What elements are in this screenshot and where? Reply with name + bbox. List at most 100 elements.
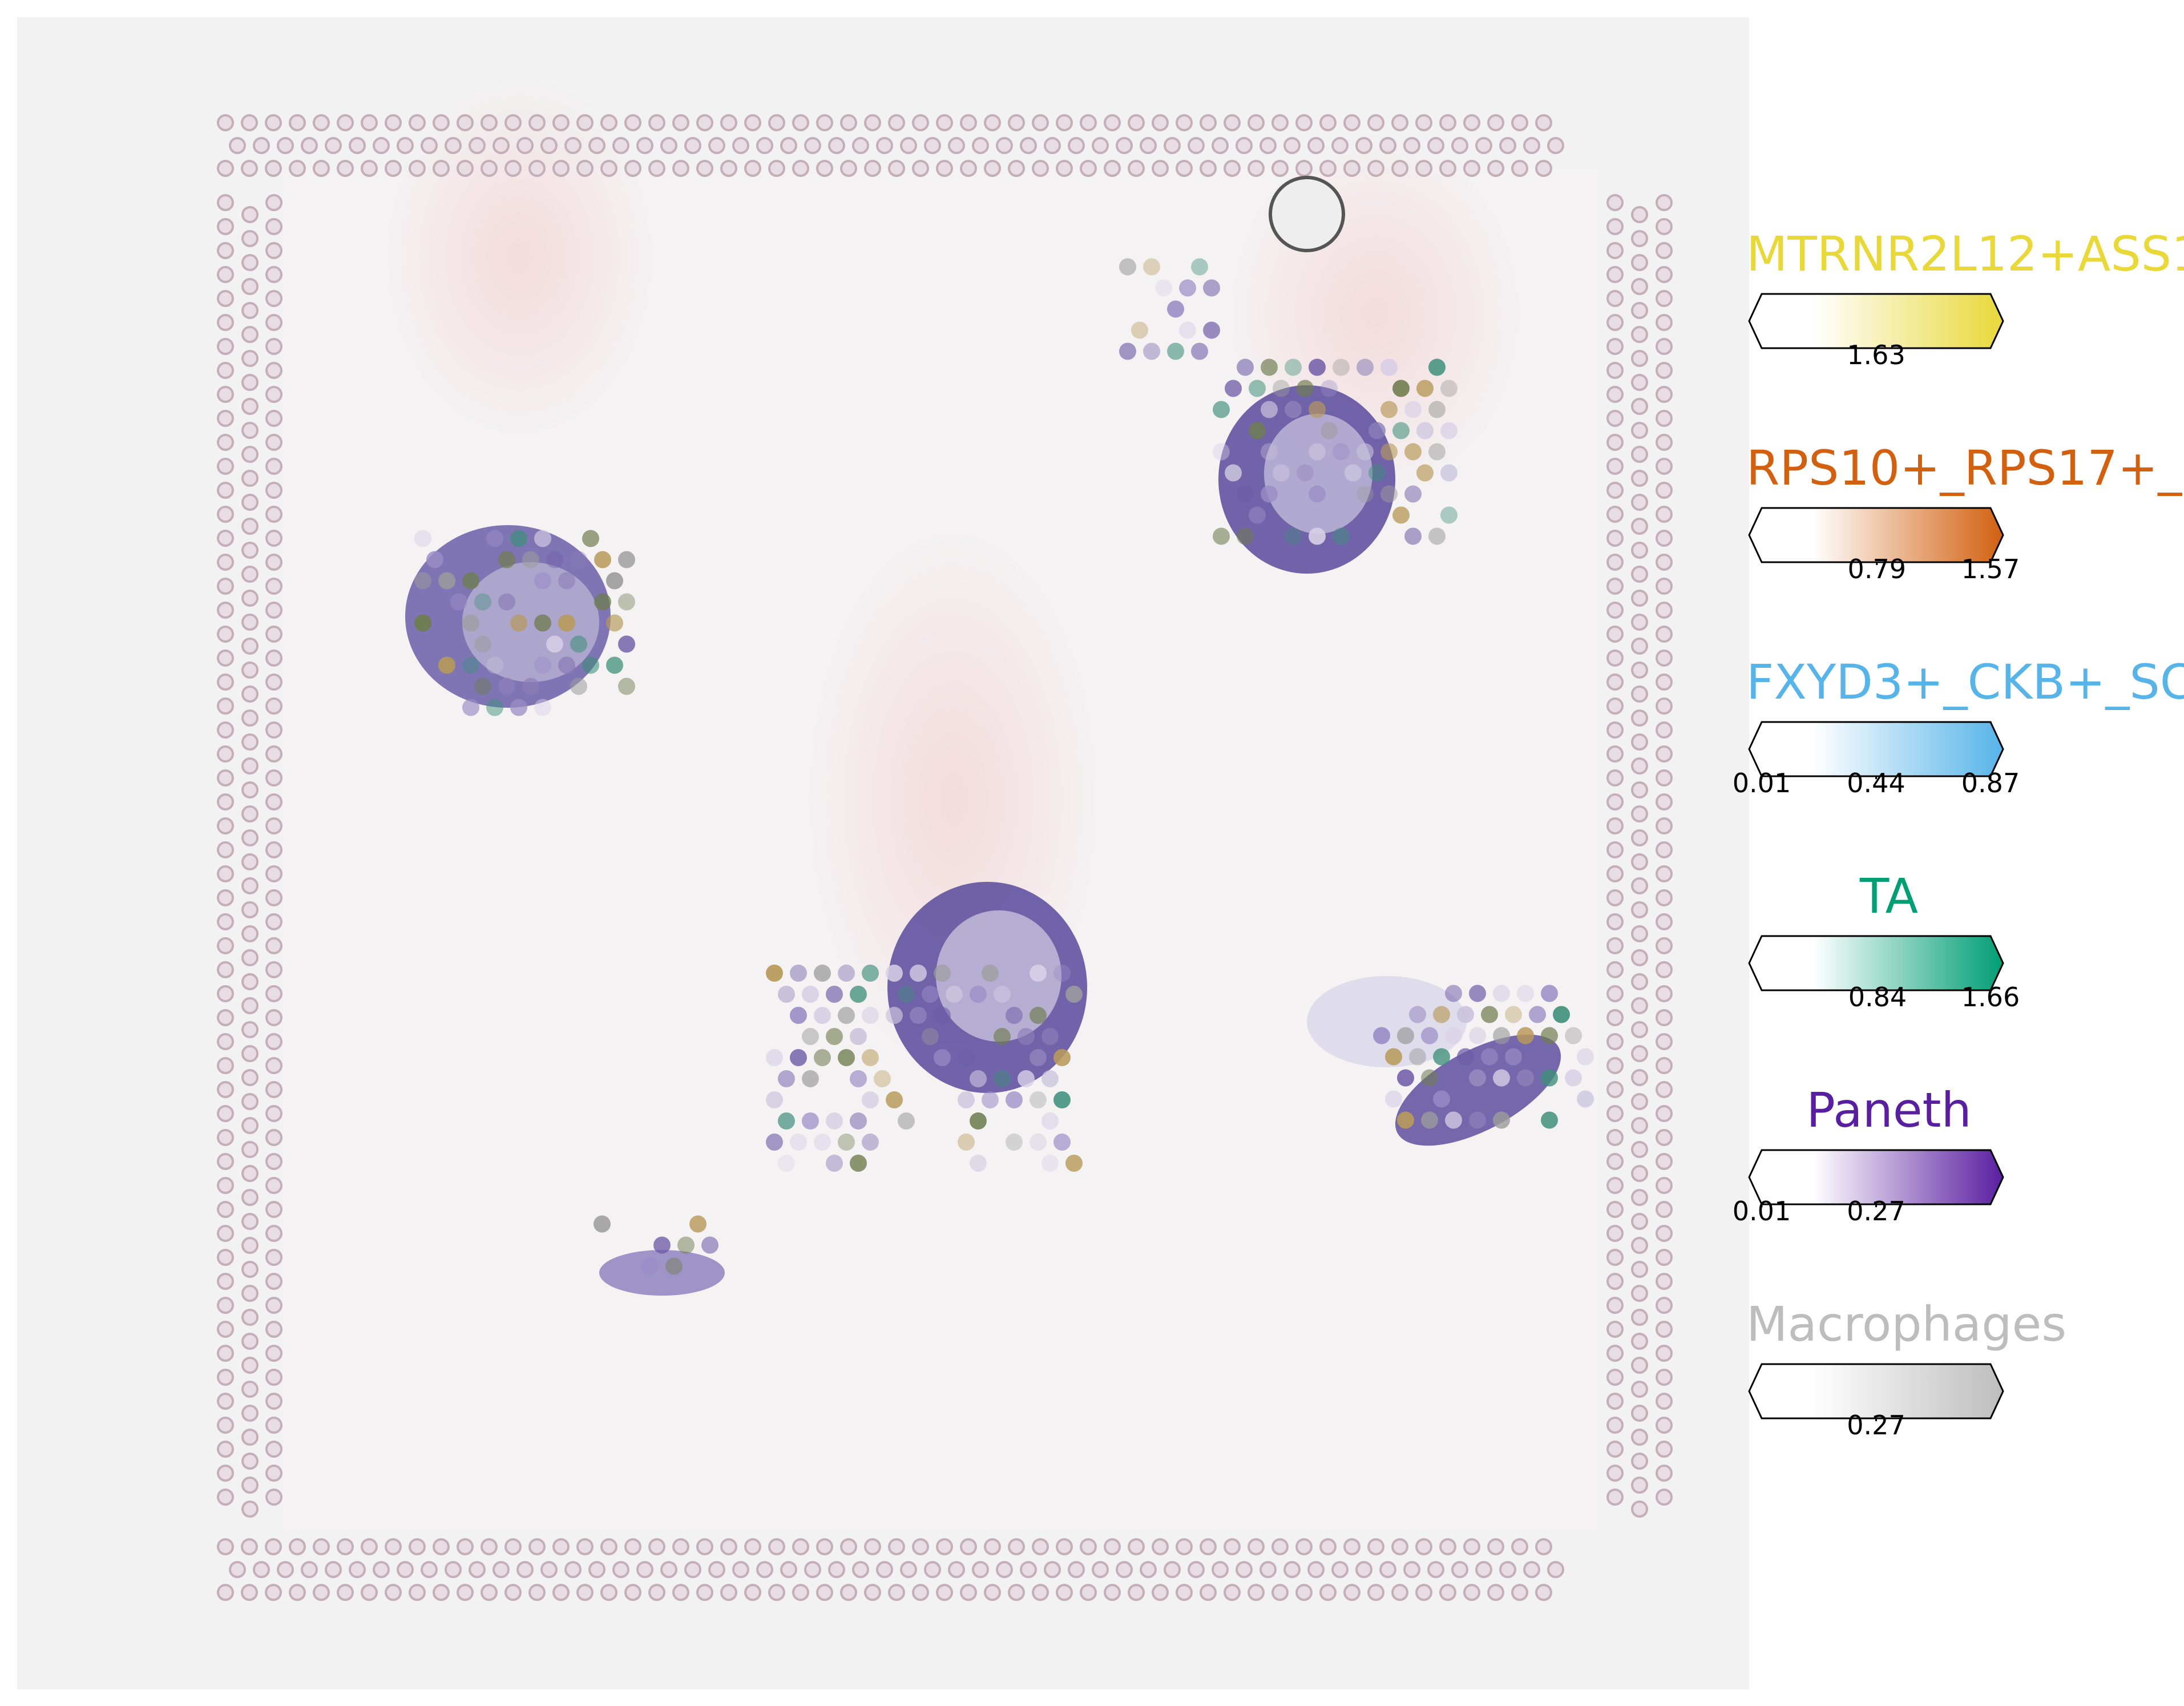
fiducial-spot: [696, 160, 713, 177]
fiducial-spot: [1439, 1538, 1456, 1555]
fiducial-spot: [1656, 745, 1673, 763]
fiducial-spot: [1259, 1561, 1277, 1578]
expression-spot: [534, 699, 551, 716]
expression-spot: [934, 965, 951, 982]
fiducial-spot: [1152, 1584, 1169, 1601]
fiducial-spot: [660, 137, 677, 154]
colorbar-gradient: [1748, 1363, 2004, 1421]
fiducial-spot: [1631, 685, 1648, 703]
fiducial-spot: [672, 114, 689, 131]
fiducial-spot: [1656, 1345, 1673, 1362]
expression-spot: [1213, 527, 1230, 545]
expression-spot: [1397, 1111, 1414, 1129]
fiducial-spot: [265, 602, 282, 619]
expression-spot: [1380, 401, 1398, 418]
fiducial-spot: [217, 697, 234, 715]
fiducial-spot: [972, 1561, 989, 1578]
fiducial-spot: [1080, 160, 1097, 177]
fiducial-spot: [241, 805, 259, 822]
fiducial-spot: [217, 889, 234, 906]
expression-spot: [606, 572, 623, 590]
fiducial-spot: [241, 1538, 258, 1555]
expression-spot: [1428, 443, 1446, 461]
expression-spot: [1541, 985, 1558, 1002]
fiducial-spot: [1606, 961, 1624, 978]
fiducial-spot: [265, 697, 282, 715]
fiducial-spot: [1631, 326, 1648, 343]
fiducial-spot: [1248, 160, 1265, 177]
fiducial-spot: [684, 1561, 701, 1578]
expression-spot: [1380, 358, 1398, 376]
fiducial-spot: [337, 114, 354, 131]
fiducial-spot: [217, 1105, 234, 1122]
expression-spot: [594, 551, 611, 568]
fiducial-spot: [349, 137, 366, 154]
expression-spot: [1333, 443, 1350, 461]
fiducial-spot: [672, 1538, 689, 1555]
fiducial-spot: [1656, 1249, 1673, 1266]
expression-spot: [486, 656, 503, 674]
fiducial-spot: [217, 386, 234, 403]
fiducial-spot: [265, 386, 282, 403]
fiducial-spot: [1656, 290, 1673, 307]
expression-spot: [1179, 321, 1196, 339]
expression-spot: [1237, 358, 1254, 376]
expression-spot: [1577, 1048, 1594, 1066]
fiducial-spot: [744, 160, 761, 177]
expression-spot: [618, 593, 635, 611]
fiducial-spot: [1656, 769, 1673, 787]
fiducial-spot: [1008, 160, 1025, 177]
fiducial-spot: [265, 1249, 282, 1266]
fiducial-spot: [1236, 1561, 1253, 1578]
expression-spot: [1143, 258, 1160, 276]
expression-spot: [934, 1007, 951, 1024]
expression-spot: [1053, 965, 1071, 982]
fiducial-spot: [1379, 137, 1396, 154]
fiducial-spot: [1656, 721, 1673, 739]
expression-spot: [1409, 1048, 1426, 1066]
expression-spot: [898, 986, 915, 1003]
fiducial-spot: [409, 114, 426, 131]
fiducial-spot: [504, 160, 522, 177]
fiducial-spot: [217, 290, 234, 307]
expression-spot: [570, 677, 587, 695]
fiducial-spot: [1631, 374, 1648, 391]
expression-spot: [1440, 464, 1458, 482]
fiducial-spot: [1128, 1584, 1145, 1601]
fiducial-spot: [289, 114, 306, 131]
colorbar-gradient: [1748, 1149, 2004, 1207]
expression-spot: [1297, 464, 1314, 482]
fiducial-spot: [1631, 350, 1648, 367]
expression-spot: [438, 572, 455, 590]
fiducial-spot: [1116, 137, 1133, 154]
fiducial-spot: [552, 160, 570, 177]
fiducial-spot: [1056, 1584, 1073, 1601]
fiducial-spot: [265, 721, 282, 739]
fiducial-spot: [624, 160, 641, 177]
fiducial-spot: [552, 1584, 570, 1601]
fiducial-spot: [1606, 793, 1624, 810]
expression-spot: [1191, 258, 1208, 276]
fiducial-spot: [289, 1538, 306, 1555]
expression-spot: [1225, 380, 1242, 397]
expression-spot: [1433, 1090, 1450, 1108]
fiducial-spot: [1631, 1453, 1648, 1470]
fiducial-spot: [373, 1561, 390, 1578]
fiducial-spot: [241, 1357, 259, 1374]
fiducial-spot: [1631, 1093, 1648, 1110]
fiducial-spot: [1511, 1538, 1528, 1555]
fiducial-spot: [385, 1538, 402, 1555]
fiducial-spot: [229, 1561, 246, 1578]
fiducial-spot: [289, 1584, 306, 1601]
fiducial-spot: [241, 446, 259, 463]
fiducial-spot: [1631, 1333, 1648, 1350]
fiducial-spot: [241, 829, 259, 846]
fiducial-spot: [1439, 114, 1456, 131]
expression-spot: [1213, 443, 1230, 461]
fiducial-spot: [217, 1345, 234, 1362]
expression-spot: [1469, 1111, 1486, 1129]
fiducial-spot: [1104, 1538, 1121, 1555]
fiducial-spot: [540, 137, 558, 154]
fiducial-spot: [816, 160, 833, 177]
fiducial-spot: [217, 626, 234, 643]
